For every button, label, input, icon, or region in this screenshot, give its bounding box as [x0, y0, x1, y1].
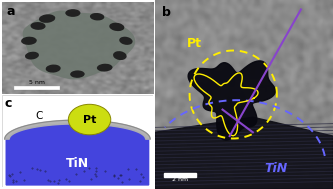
- Ellipse shape: [39, 14, 55, 23]
- Bar: [6, 139, 143, 185]
- Ellipse shape: [25, 52, 39, 60]
- Text: C: C: [36, 111, 43, 121]
- Bar: [164, 173, 196, 177]
- Ellipse shape: [113, 51, 127, 60]
- Text: TiN: TiN: [66, 157, 89, 170]
- Text: c: c: [5, 97, 12, 110]
- Ellipse shape: [46, 64, 61, 73]
- Text: 5 nm: 5 nm: [29, 81, 45, 85]
- Ellipse shape: [119, 37, 133, 45]
- Circle shape: [68, 104, 111, 135]
- Text: Pt: Pt: [83, 115, 96, 125]
- Text: Pt: Pt: [186, 37, 201, 50]
- Ellipse shape: [70, 70, 85, 78]
- Polygon shape: [188, 61, 275, 140]
- Ellipse shape: [90, 13, 104, 20]
- Text: TiN: TiN: [264, 162, 288, 175]
- Ellipse shape: [31, 22, 46, 30]
- Polygon shape: [155, 117, 333, 189]
- Ellipse shape: [97, 64, 113, 72]
- Polygon shape: [6, 124, 149, 185]
- Text: a: a: [6, 5, 15, 18]
- Text: 2 nm: 2 nm: [172, 177, 188, 182]
- Bar: [14, 86, 59, 89]
- Polygon shape: [5, 120, 150, 139]
- PathPatch shape: [23, 11, 135, 79]
- Ellipse shape: [65, 9, 81, 17]
- Ellipse shape: [109, 23, 125, 31]
- Ellipse shape: [21, 37, 37, 45]
- Text: b: b: [162, 6, 171, 19]
